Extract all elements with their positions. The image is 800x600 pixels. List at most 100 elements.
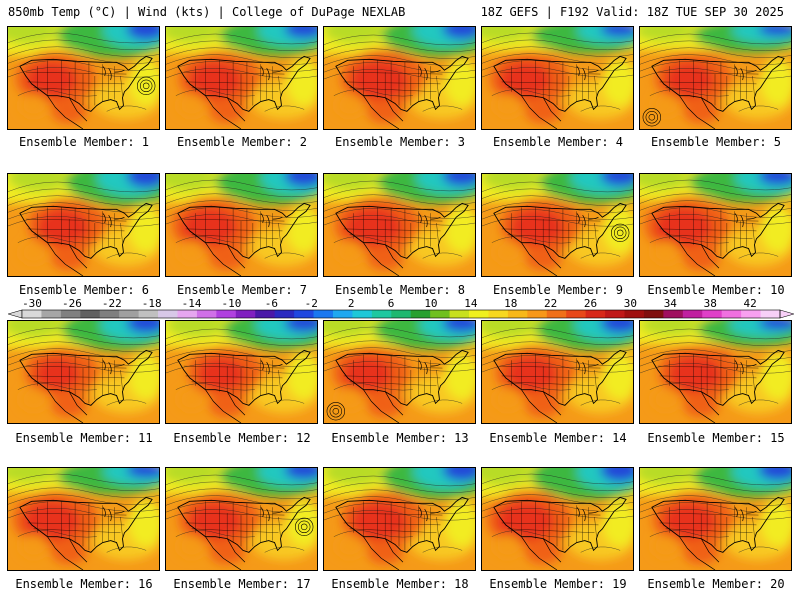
ensemble-member-label: Ensemble Member: 12 bbox=[173, 431, 311, 445]
colorbar-tick-label: 10 bbox=[424, 298, 437, 310]
colorbar-swatch bbox=[469, 310, 489, 318]
temperature-map bbox=[640, 321, 791, 423]
colorbar-tick-label: -18 bbox=[142, 298, 162, 310]
temperature-map bbox=[166, 468, 317, 570]
colorbar-swatch bbox=[527, 310, 548, 318]
colorbar-swatch bbox=[99, 310, 120, 318]
colorbar-swatch bbox=[371, 310, 392, 318]
temperature-map bbox=[482, 468, 633, 570]
temperature-map bbox=[482, 174, 633, 276]
temperature-map bbox=[482, 321, 633, 423]
colorbar-tick-label: -26 bbox=[62, 298, 82, 310]
colorbar-swatch bbox=[274, 310, 295, 318]
ensemble-member-label: Ensemble Member: 10 bbox=[647, 283, 785, 297]
colorbar-swatch bbox=[643, 310, 664, 318]
colorbar-tick-label: 42 bbox=[743, 298, 756, 310]
temperature-colorbar: -30 -26 -22 -18 -14 -10 -6 -2 2 6 10 14 18 22 26 30 34 38… bbox=[8, 298, 794, 319]
colorbar-tick-label: -10 bbox=[222, 298, 242, 310]
ensemble-member-label: Ensemble Member: 5 bbox=[650, 135, 782, 149]
colorbar-swatch bbox=[352, 310, 373, 318]
colorbar-swatch bbox=[546, 310, 567, 318]
colorbar-swatch bbox=[196, 310, 217, 318]
ensemble-member-label: Ensemble Member: 15 bbox=[647, 431, 785, 445]
ensemble-map-panel bbox=[165, 320, 318, 424]
ensemble-member-label: Ensemble Member: 19 bbox=[489, 577, 627, 591]
ensemble-member-label: Ensemble Member: 8 bbox=[334, 283, 466, 297]
colorbar-swatch bbox=[488, 310, 509, 318]
temperature-map bbox=[324, 27, 475, 129]
temperature-map bbox=[640, 27, 791, 129]
ensemble-map-panel bbox=[481, 467, 634, 571]
header-valid-time: 18Z GEFS | F192 Valid: 18Z TUE SEP 30 20… bbox=[480, 5, 784, 19]
colorbar-swatch bbox=[235, 310, 256, 318]
colorbar-swatch bbox=[702, 310, 723, 318]
colorbar-swatch bbox=[80, 310, 101, 318]
temperature-map bbox=[8, 174, 159, 276]
colorbar-swatch bbox=[605, 310, 626, 318]
ensemble-map-panel bbox=[639, 467, 792, 571]
colorbar-swatch bbox=[313, 310, 334, 318]
ensemble-map-panel bbox=[7, 173, 160, 277]
ensemble-member-label: Ensemble Member: 2 bbox=[176, 135, 308, 149]
ensemble-member-label: Ensemble Member: 7 bbox=[176, 283, 308, 297]
colorbar-swatch bbox=[624, 310, 645, 318]
colorbar-tick-label: 2 bbox=[348, 298, 355, 310]
ensemble-map-panel bbox=[481, 173, 634, 277]
ensemble-member-label: Ensemble Member: 3 bbox=[334, 135, 466, 149]
ensemble-map-panel bbox=[639, 173, 792, 277]
colorbar-tick-label: 30 bbox=[624, 298, 637, 310]
colorbar-tick-label: 18 bbox=[504, 298, 517, 310]
colorbar-tick-label: 38 bbox=[704, 298, 717, 310]
colorbar-tick-label: 34 bbox=[664, 298, 678, 310]
temperature-map bbox=[166, 321, 317, 423]
ensemble-map-panel bbox=[165, 26, 318, 130]
temperature-map bbox=[166, 174, 317, 276]
colorbar-swatch bbox=[741, 310, 762, 318]
temperature-map bbox=[324, 321, 475, 423]
temperature-map bbox=[8, 321, 159, 423]
ensemble-member-label: Ensemble Member: 17 bbox=[173, 577, 311, 591]
temperature-map bbox=[166, 27, 317, 129]
colorbar-swatch bbox=[294, 310, 315, 318]
colorbar-swatch bbox=[449, 310, 470, 318]
colorbar-tick-label: 14 bbox=[464, 298, 478, 310]
colorbar-swatch bbox=[585, 310, 606, 318]
colorbar-swatch bbox=[255, 310, 276, 318]
temperature-map bbox=[324, 174, 475, 276]
colorbar-low-arrow bbox=[8, 309, 23, 319]
ensemble-map-panel bbox=[7, 26, 160, 130]
ensemble-member-label: Ensemble Member: 16 bbox=[15, 577, 153, 591]
colorbar-tick-label: -2 bbox=[305, 298, 318, 310]
temperature-map bbox=[640, 174, 791, 276]
ensemble-map-panel bbox=[481, 26, 634, 130]
ensemble-map-panel bbox=[165, 467, 318, 571]
colorbar-tick-label: 6 bbox=[388, 298, 395, 310]
colorbar-swatch bbox=[119, 310, 140, 318]
ensemble-member-label: Ensemble Member: 14 bbox=[489, 431, 627, 445]
temperature-map bbox=[640, 468, 791, 570]
colorbar-tick-label: -30 bbox=[22, 298, 42, 310]
ensemble-member-label: Ensemble Member: 6 bbox=[18, 283, 150, 297]
ensemble-member-label: Ensemble Member: 11 bbox=[15, 431, 153, 445]
colorbar-swatch bbox=[721, 310, 742, 318]
colorbar-swatch bbox=[41, 310, 62, 318]
colorbar-swatch bbox=[138, 310, 159, 318]
ensemble-map-panel bbox=[639, 320, 792, 424]
colorbar-tick-label: -22 bbox=[102, 298, 122, 310]
colorbar-swatch bbox=[177, 310, 198, 318]
colorbar-swatch bbox=[507, 310, 528, 318]
ensemble-map-panel bbox=[323, 467, 476, 571]
colorbar-tick-label: 22 bbox=[544, 298, 557, 310]
colorbar-swatch bbox=[332, 310, 353, 318]
colorbar-tick-label: 26 bbox=[584, 298, 597, 310]
ensemble-member-label: Ensemble Member: 1 bbox=[18, 135, 150, 149]
ensemble-map-panel bbox=[7, 320, 160, 424]
ensemble-map-panel bbox=[323, 173, 476, 277]
ensemble-map-panel bbox=[7, 467, 160, 571]
colorbar-swatch bbox=[410, 310, 431, 318]
colorbar-swatch bbox=[430, 310, 451, 318]
colorbar-swatch bbox=[566, 310, 587, 318]
colorbar-swatch bbox=[158, 310, 178, 318]
colorbar-high-arrow bbox=[779, 309, 794, 319]
colorbar-swatch bbox=[22, 310, 42, 318]
